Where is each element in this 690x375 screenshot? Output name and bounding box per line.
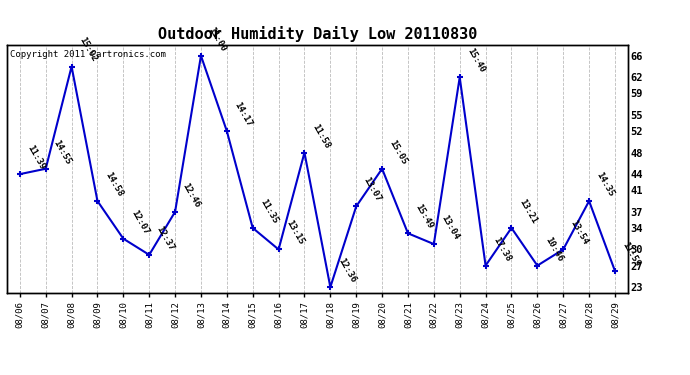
Text: 14:58: 14:58 [103, 171, 124, 198]
Text: 12:37: 12:37 [155, 224, 176, 252]
Text: 12:07: 12:07 [129, 208, 150, 236]
Text: 12:36: 12:36 [336, 256, 357, 284]
Text: 12:46: 12:46 [181, 181, 202, 209]
Text: 14:55: 14:55 [51, 138, 72, 166]
Text: 15:02: 15:02 [77, 36, 99, 64]
Text: 11:59: 11:59 [620, 240, 642, 268]
Text: 13:04: 13:04 [440, 213, 461, 241]
Title: Outdoor Humidity Daily Low 20110830: Outdoor Humidity Daily Low 20110830 [158, 27, 477, 42]
Text: 11:58: 11:58 [310, 122, 331, 150]
Text: 10:46: 10:46 [543, 235, 564, 263]
Text: 15:49: 15:49 [413, 203, 435, 231]
Text: 11:00: 11:00 [206, 25, 228, 53]
Text: 17:38: 17:38 [491, 235, 513, 263]
Text: 13:21: 13:21 [517, 197, 538, 225]
Text: 15:40: 15:40 [465, 47, 486, 75]
Text: 15:05: 15:05 [388, 138, 409, 166]
Text: 14:17: 14:17 [233, 100, 254, 128]
Text: Copyright 2011 Cartronics.com: Copyright 2011 Cartronics.com [10, 50, 166, 59]
Text: 13:54: 13:54 [569, 219, 590, 247]
Text: 11:35: 11:35 [258, 197, 279, 225]
Text: 13:07: 13:07 [362, 176, 383, 204]
Text: 13:15: 13:15 [284, 219, 306, 247]
Text: 14:35: 14:35 [595, 171, 616, 198]
Text: 11:39: 11:39 [26, 144, 47, 171]
